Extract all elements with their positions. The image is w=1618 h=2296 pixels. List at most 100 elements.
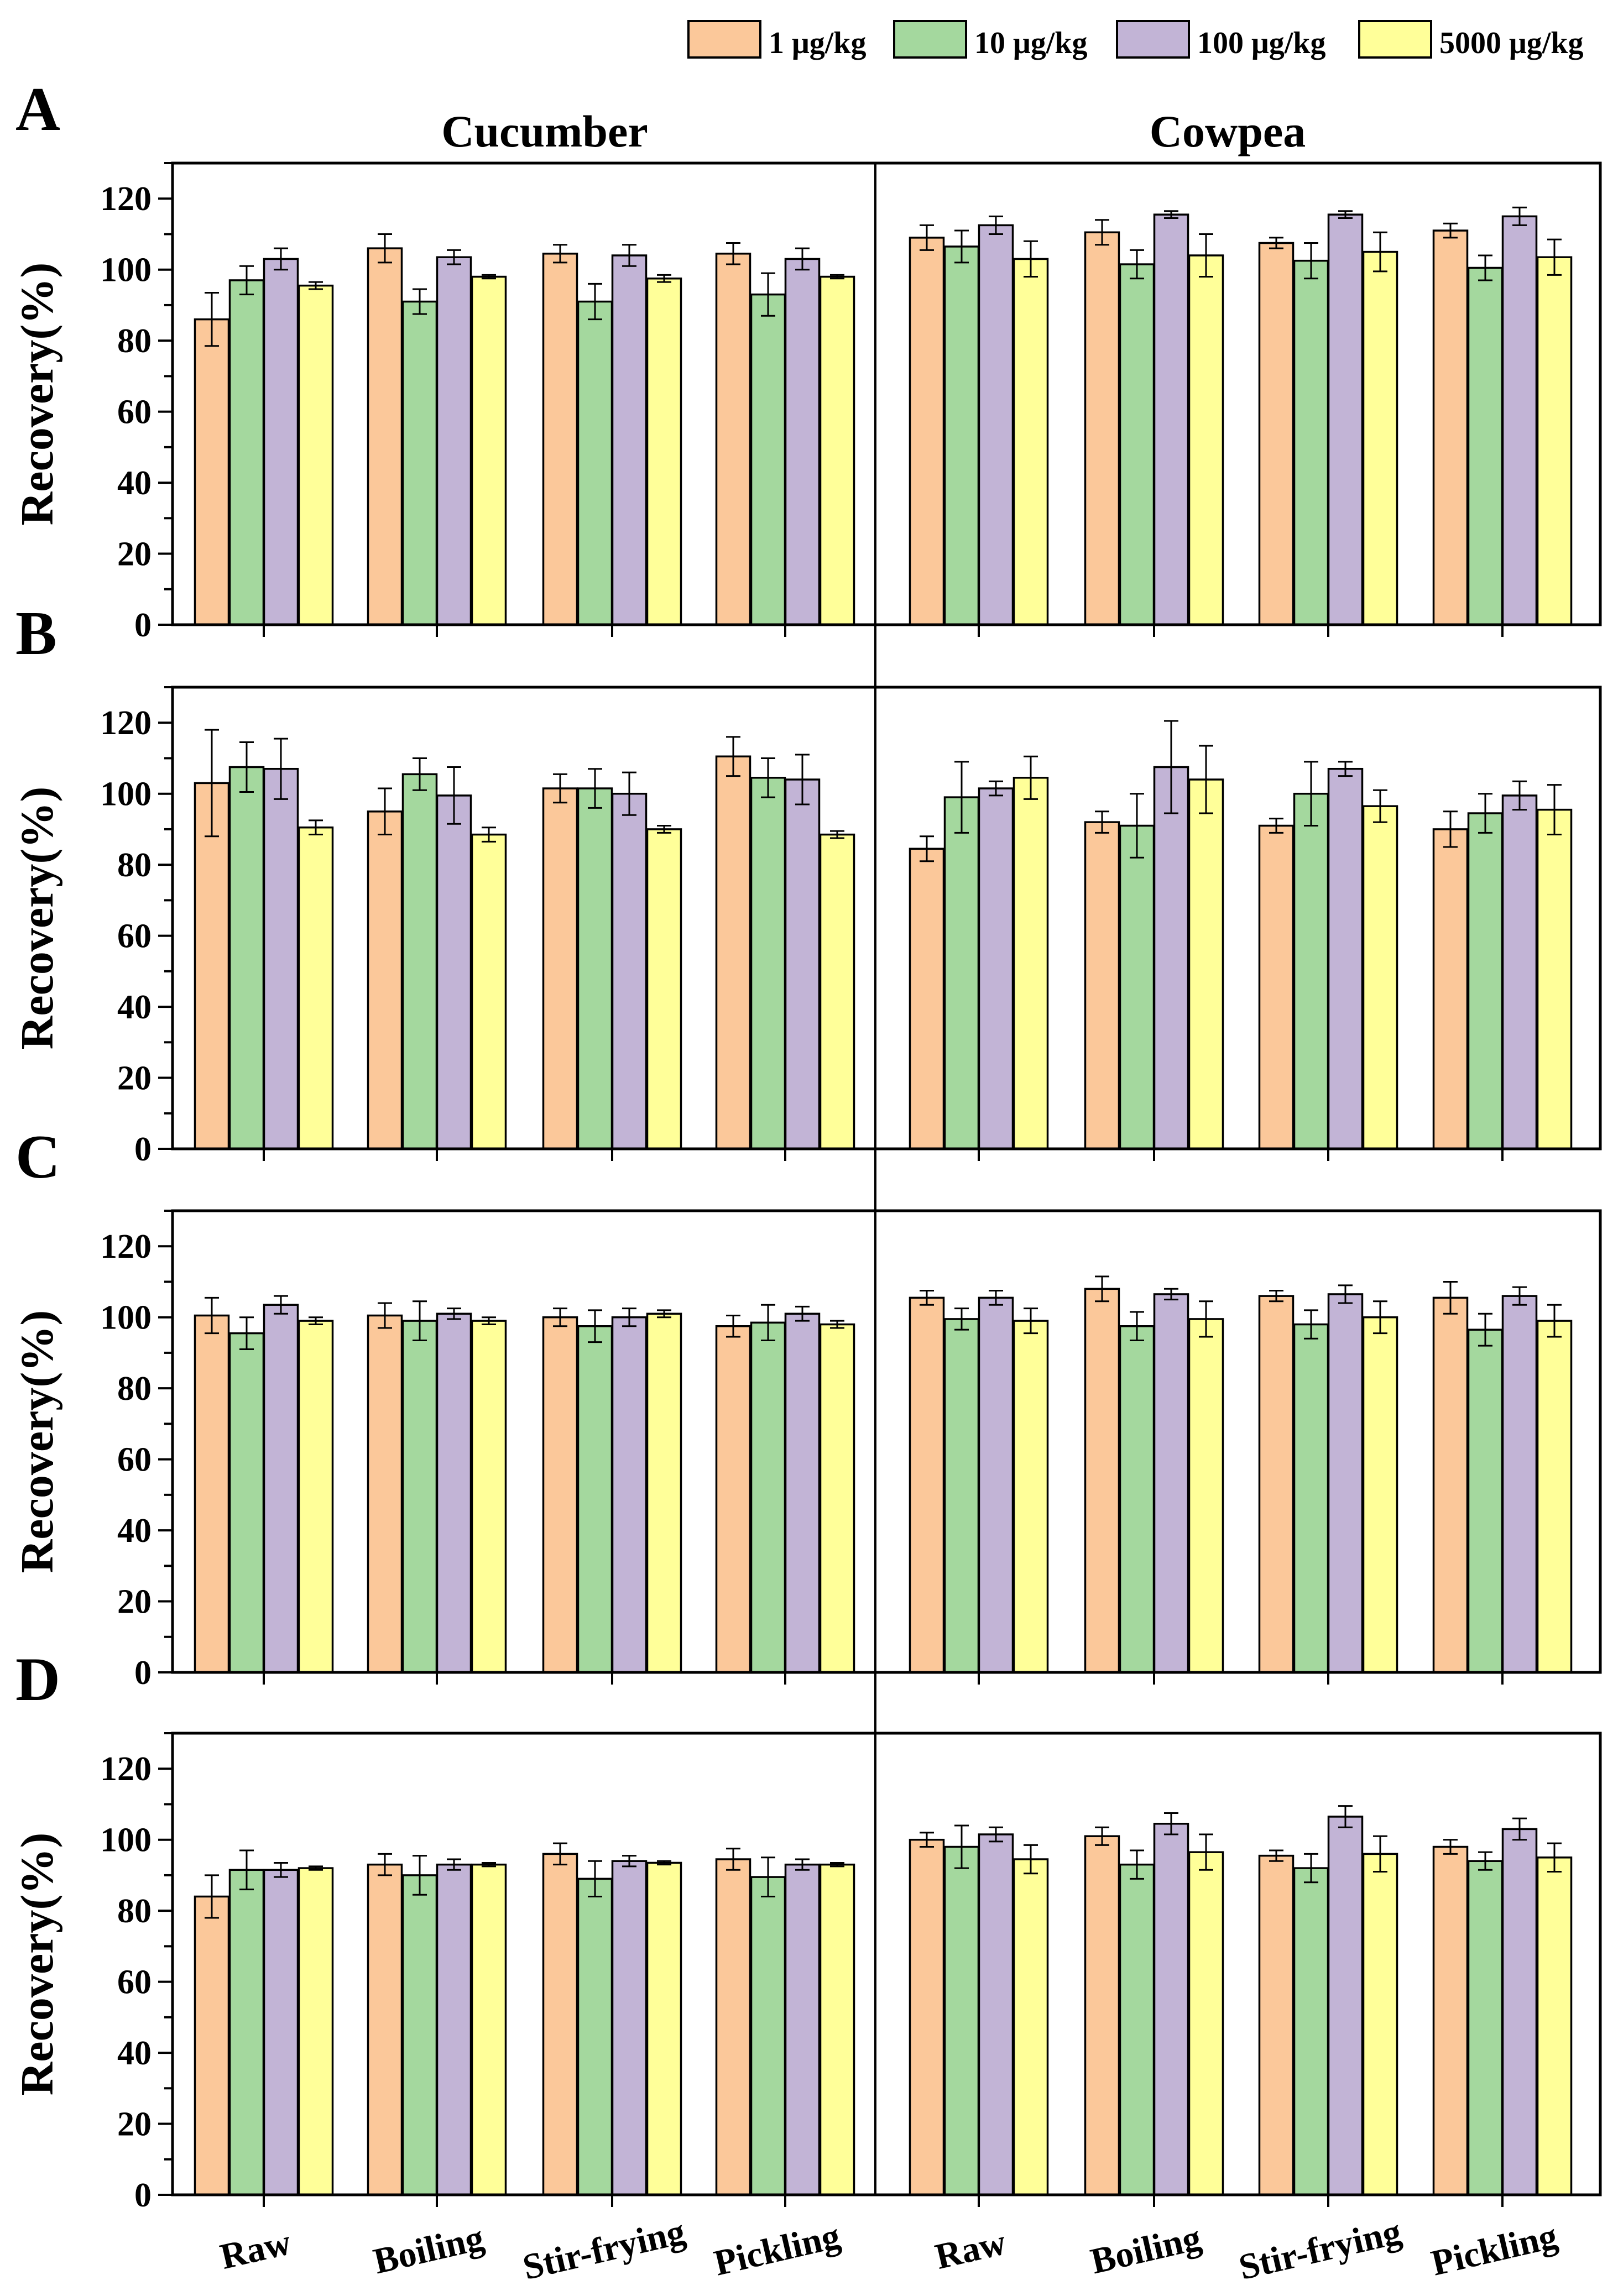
y-tick-label-A-20: 20 (117, 536, 152, 573)
bar-C-5-s2 (943, 1318, 980, 1673)
bar-C-1-s4 (297, 1320, 334, 1673)
y-tick-label-A-60: 60 (117, 394, 152, 431)
bar-A-4-s2 (750, 293, 786, 626)
bar-D-8-s2 (1467, 1860, 1504, 2196)
bar-D-6-s4 (1188, 1851, 1224, 2196)
bar-B-1-s3 (263, 767, 299, 1150)
bar-C-4-s3 (784, 1312, 821, 1673)
bar-A-6-s2 (1119, 263, 1155, 626)
bar-D-3-s3 (611, 1860, 648, 2196)
legend-label-2: 10 μg/kg (974, 26, 1087, 60)
bar-B-8-s2 (1467, 812, 1504, 1150)
bar-D-3-s2 (577, 1877, 613, 2196)
panels-group: A Recovery(%) 0 20 40 60 80 100 120 B Recovery(%) 0… (12, 75, 1602, 2214)
bar-D-8-s1 (1432, 1845, 1469, 2196)
bar-C-5-s1 (909, 1296, 945, 1673)
legend-label-4: 5000 μg/kg (1439, 26, 1583, 60)
y-tick-label-A-100: 100 (100, 252, 152, 289)
bar-B-3-s1 (542, 787, 578, 1150)
bar-A-3-s1 (542, 253, 578, 626)
bar-D-8-s3 (1501, 1828, 1538, 2196)
bar-D-5-s4 (1012, 1858, 1049, 2196)
bar-C-8-s4 (1536, 1320, 1573, 1673)
y-axis-label-B: Recovery(%) (12, 787, 63, 1050)
bar-D-1-s1 (194, 1895, 230, 2196)
bar-A-1-s1 (194, 318, 230, 626)
bar-B-2-s1 (367, 810, 403, 1150)
bar-B-2-s4 (471, 833, 507, 1150)
bar-B-6-s2 (1119, 824, 1155, 1150)
bar-D-2-s4 (471, 1863, 507, 2196)
y-tick-label-C-60: 60 (117, 1441, 152, 1479)
bar-A-2-s4 (471, 275, 507, 626)
bar-C-2-s2 (401, 1320, 438, 1673)
panel-frame-C (171, 1209, 1602, 1674)
y-tick-label-C-0: 0 (134, 1654, 152, 1692)
bar-A-1-s4 (297, 284, 334, 626)
y-tick-label-B-60: 60 (117, 918, 152, 955)
legend-swatch-4 (1358, 20, 1432, 59)
bar-B-7-s1 (1258, 824, 1295, 1150)
y-tick-label-B-100: 100 (100, 776, 152, 813)
y-tick-label-B-20: 20 (117, 1060, 152, 1097)
bar-C-3-s4 (646, 1312, 682, 1673)
legend-swatch-1 (687, 20, 761, 59)
bar-B-7-s4 (1362, 805, 1398, 1150)
bar-D-2-s2 (401, 1874, 438, 2196)
y-tick-label-B-0: 0 (134, 1131, 152, 1168)
y-axis-label-D: Recovery(%) (12, 1833, 63, 2096)
y-axis-label-C: Recovery(%) (12, 1310, 63, 1573)
bar-B-5-s1 (909, 848, 945, 1150)
bar-D-4-s3 (784, 1863, 821, 2196)
bar-B-8-s3 (1501, 794, 1538, 1150)
bar-B-3-s4 (646, 828, 682, 1150)
bar-C-7-s4 (1362, 1316, 1398, 1673)
bar-B-1-s1 (194, 782, 230, 1150)
bar-B-2-s3 (436, 794, 472, 1150)
bar-D-5-s2 (943, 1845, 980, 2196)
legend-label-1: 1 μg/kg (769, 26, 866, 60)
legend-label-3: 100 μg/kg (1197, 26, 1325, 60)
bar-C-1-s2 (228, 1332, 265, 1673)
legend-swatch-3 (1116, 20, 1190, 59)
bar-B-8-s4 (1536, 808, 1573, 1150)
bar-C-4-s2 (750, 1321, 786, 1673)
bar-D-7-s3 (1327, 1816, 1364, 2196)
bar-D-4-s1 (715, 1858, 751, 2196)
bar-B-8-s1 (1432, 828, 1469, 1150)
bar-A-7-s2 (1293, 259, 1329, 626)
panel-label-A: A (15, 75, 60, 144)
panel-frame-A (171, 161, 1602, 626)
y-tick-label-D-0: 0 (134, 2177, 152, 2214)
bar-C-8-s1 (1432, 1296, 1469, 1673)
bar-C-7-s3 (1327, 1293, 1364, 1673)
bar-D-1-s2 (228, 1869, 265, 2196)
column-title-cowpea: Cowpea (1150, 106, 1306, 156)
bar-C-6-s1 (1084, 1288, 1120, 1673)
bar-D-6-s2 (1119, 1863, 1155, 2196)
bar-A-1-s3 (263, 258, 299, 626)
y-tick-label-D-120: 120 (100, 1750, 152, 1788)
bar-B-6-s3 (1153, 766, 1189, 1150)
bar-A-5-s3 (978, 224, 1014, 626)
bar-A-7-s1 (1258, 242, 1295, 626)
bar-A-7-s4 (1362, 250, 1398, 626)
y-tick-label-D-80: 80 (117, 1892, 152, 1930)
bar-C-4-s1 (715, 1325, 751, 1673)
bar-A-3-s2 (577, 300, 613, 626)
bar-C-8-s3 (1501, 1295, 1538, 1673)
bar-D-2-s3 (436, 1863, 472, 2196)
bar-A-5-s1 (909, 237, 945, 626)
bar-C-4-s4 (819, 1323, 855, 1673)
bar-B-5-s3 (978, 787, 1014, 1150)
panel-D: D Recovery(%) 0 20 40 60 80 100 120 (12, 1645, 1602, 2214)
bar-C-2-s3 (436, 1312, 472, 1673)
bar-B-6-s1 (1084, 821, 1120, 1150)
legend-swatch-2 (893, 20, 967, 59)
bar-A-8-s3 (1501, 215, 1538, 626)
bar-C-8-s2 (1467, 1329, 1504, 1673)
bar-A-7-s3 (1327, 213, 1364, 626)
bar-B-6-s4 (1188, 778, 1224, 1150)
bar-D-5-s3 (978, 1833, 1014, 2196)
